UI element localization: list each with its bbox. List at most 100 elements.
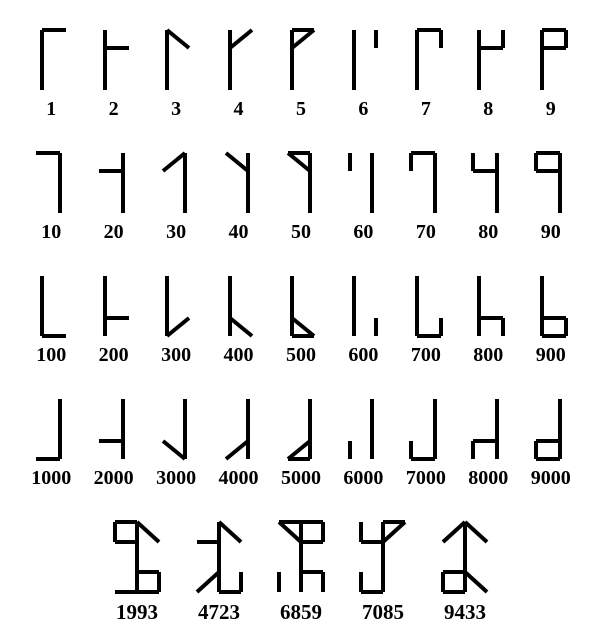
label-800: 800 xyxy=(473,344,503,367)
cell-100: 100 xyxy=(20,274,82,367)
label-60: 60 xyxy=(353,221,373,244)
label-4723: 4723 xyxy=(198,600,240,625)
glyph-1 xyxy=(32,28,70,92)
label-2: 2 xyxy=(109,98,119,121)
glyph-2 xyxy=(95,28,133,92)
glyph-900 xyxy=(532,274,570,338)
glyph-6 xyxy=(344,28,382,92)
label-90: 90 xyxy=(541,221,561,244)
glyph-800 xyxy=(469,274,507,338)
label-9433: 9433 xyxy=(444,600,486,625)
cell-200: 200 xyxy=(82,274,144,367)
label-9: 9 xyxy=(546,98,556,121)
cell-4: 4 xyxy=(207,28,269,121)
row-thousands: 1000 2000 3000 4000 5000 6000 7000 8000 xyxy=(0,367,602,490)
cell-9433: 9433 xyxy=(439,520,491,625)
cell-9: 9 xyxy=(520,28,582,121)
label-40: 40 xyxy=(229,221,249,244)
label-5: 5 xyxy=(296,98,306,121)
cell-30: 30 xyxy=(145,151,207,244)
cell-6859: 6859 xyxy=(275,520,327,625)
label-6: 6 xyxy=(358,98,368,121)
cell-3000: 3000 xyxy=(145,397,207,490)
cell-800: 800 xyxy=(457,274,519,367)
label-600: 600 xyxy=(348,344,378,367)
glyph-8000 xyxy=(469,397,507,461)
label-3000: 3000 xyxy=(156,467,196,490)
glyph-10 xyxy=(32,151,70,215)
glyph-700 xyxy=(407,274,445,338)
cell-300: 300 xyxy=(145,274,207,367)
cell-7: 7 xyxy=(395,28,457,121)
glyph-6859 xyxy=(275,520,327,594)
label-10: 10 xyxy=(41,221,61,244)
glyph-9433 xyxy=(439,520,491,594)
cell-4723: 4723 xyxy=(193,520,245,625)
cell-6000: 6000 xyxy=(332,397,394,490)
label-900: 900 xyxy=(536,344,566,367)
cell-900: 900 xyxy=(520,274,582,367)
glyph-500 xyxy=(282,274,320,338)
glyph-7000 xyxy=(407,397,445,461)
cell-9000: 9000 xyxy=(520,397,582,490)
label-7000: 7000 xyxy=(406,467,446,490)
label-7: 7 xyxy=(421,98,431,121)
glyph-90 xyxy=(532,151,570,215)
cell-500: 500 xyxy=(270,274,332,367)
cell-2000: 2000 xyxy=(82,397,144,490)
cell-3: 3 xyxy=(145,28,207,121)
glyph-4 xyxy=(220,28,258,92)
row-tens: 10 20 30 40 50 60 70 80 xyxy=(0,121,602,244)
label-70: 70 xyxy=(416,221,436,244)
glyph-300 xyxy=(157,274,195,338)
label-1000: 1000 xyxy=(31,467,71,490)
glyph-1000 xyxy=(32,397,70,461)
glyph-30 xyxy=(157,151,195,215)
label-200: 200 xyxy=(99,344,129,367)
cell-6: 6 xyxy=(332,28,394,121)
label-300: 300 xyxy=(161,344,191,367)
cell-400: 400 xyxy=(207,274,269,367)
cell-7085: 7085 xyxy=(357,520,409,625)
glyph-60 xyxy=(344,151,382,215)
glyph-8 xyxy=(469,28,507,92)
label-30: 30 xyxy=(166,221,186,244)
glyph-50 xyxy=(282,151,320,215)
cell-8000: 8000 xyxy=(457,397,519,490)
glyph-3 xyxy=(157,28,195,92)
cell-50: 50 xyxy=(270,151,332,244)
glyph-4000 xyxy=(220,397,258,461)
cell-10: 10 xyxy=(20,151,82,244)
glyph-7085 xyxy=(357,520,409,594)
label-2000: 2000 xyxy=(94,467,134,490)
cell-5000: 5000 xyxy=(270,397,332,490)
glyph-600 xyxy=(344,274,382,338)
cell-1993: 1993 xyxy=(111,520,163,625)
cell-80: 80 xyxy=(457,151,519,244)
label-700: 700 xyxy=(411,344,441,367)
label-50: 50 xyxy=(291,221,311,244)
label-1: 1 xyxy=(46,98,56,121)
glyph-9000 xyxy=(532,397,570,461)
cistercian-numerals-chart: 1 2 3 4 5 6 7 8 xyxy=(0,0,602,620)
cell-7000: 7000 xyxy=(395,397,457,490)
cell-20: 20 xyxy=(82,151,144,244)
cell-600: 600 xyxy=(332,274,394,367)
cell-700: 700 xyxy=(395,274,457,367)
glyph-9 xyxy=(532,28,570,92)
row-examples: 1993 4723 xyxy=(0,490,602,625)
glyph-6000 xyxy=(344,397,382,461)
label-4000: 4000 xyxy=(219,467,259,490)
label-7085: 7085 xyxy=(362,600,404,625)
label-8: 8 xyxy=(483,98,493,121)
label-3: 3 xyxy=(171,98,181,121)
cell-60: 60 xyxy=(332,151,394,244)
label-400: 400 xyxy=(224,344,254,367)
cell-40: 40 xyxy=(207,151,269,244)
label-4: 4 xyxy=(234,98,244,121)
label-8000: 8000 xyxy=(468,467,508,490)
cell-2: 2 xyxy=(82,28,144,121)
label-80: 80 xyxy=(478,221,498,244)
label-6000: 6000 xyxy=(343,467,383,490)
glyph-40 xyxy=(220,151,258,215)
